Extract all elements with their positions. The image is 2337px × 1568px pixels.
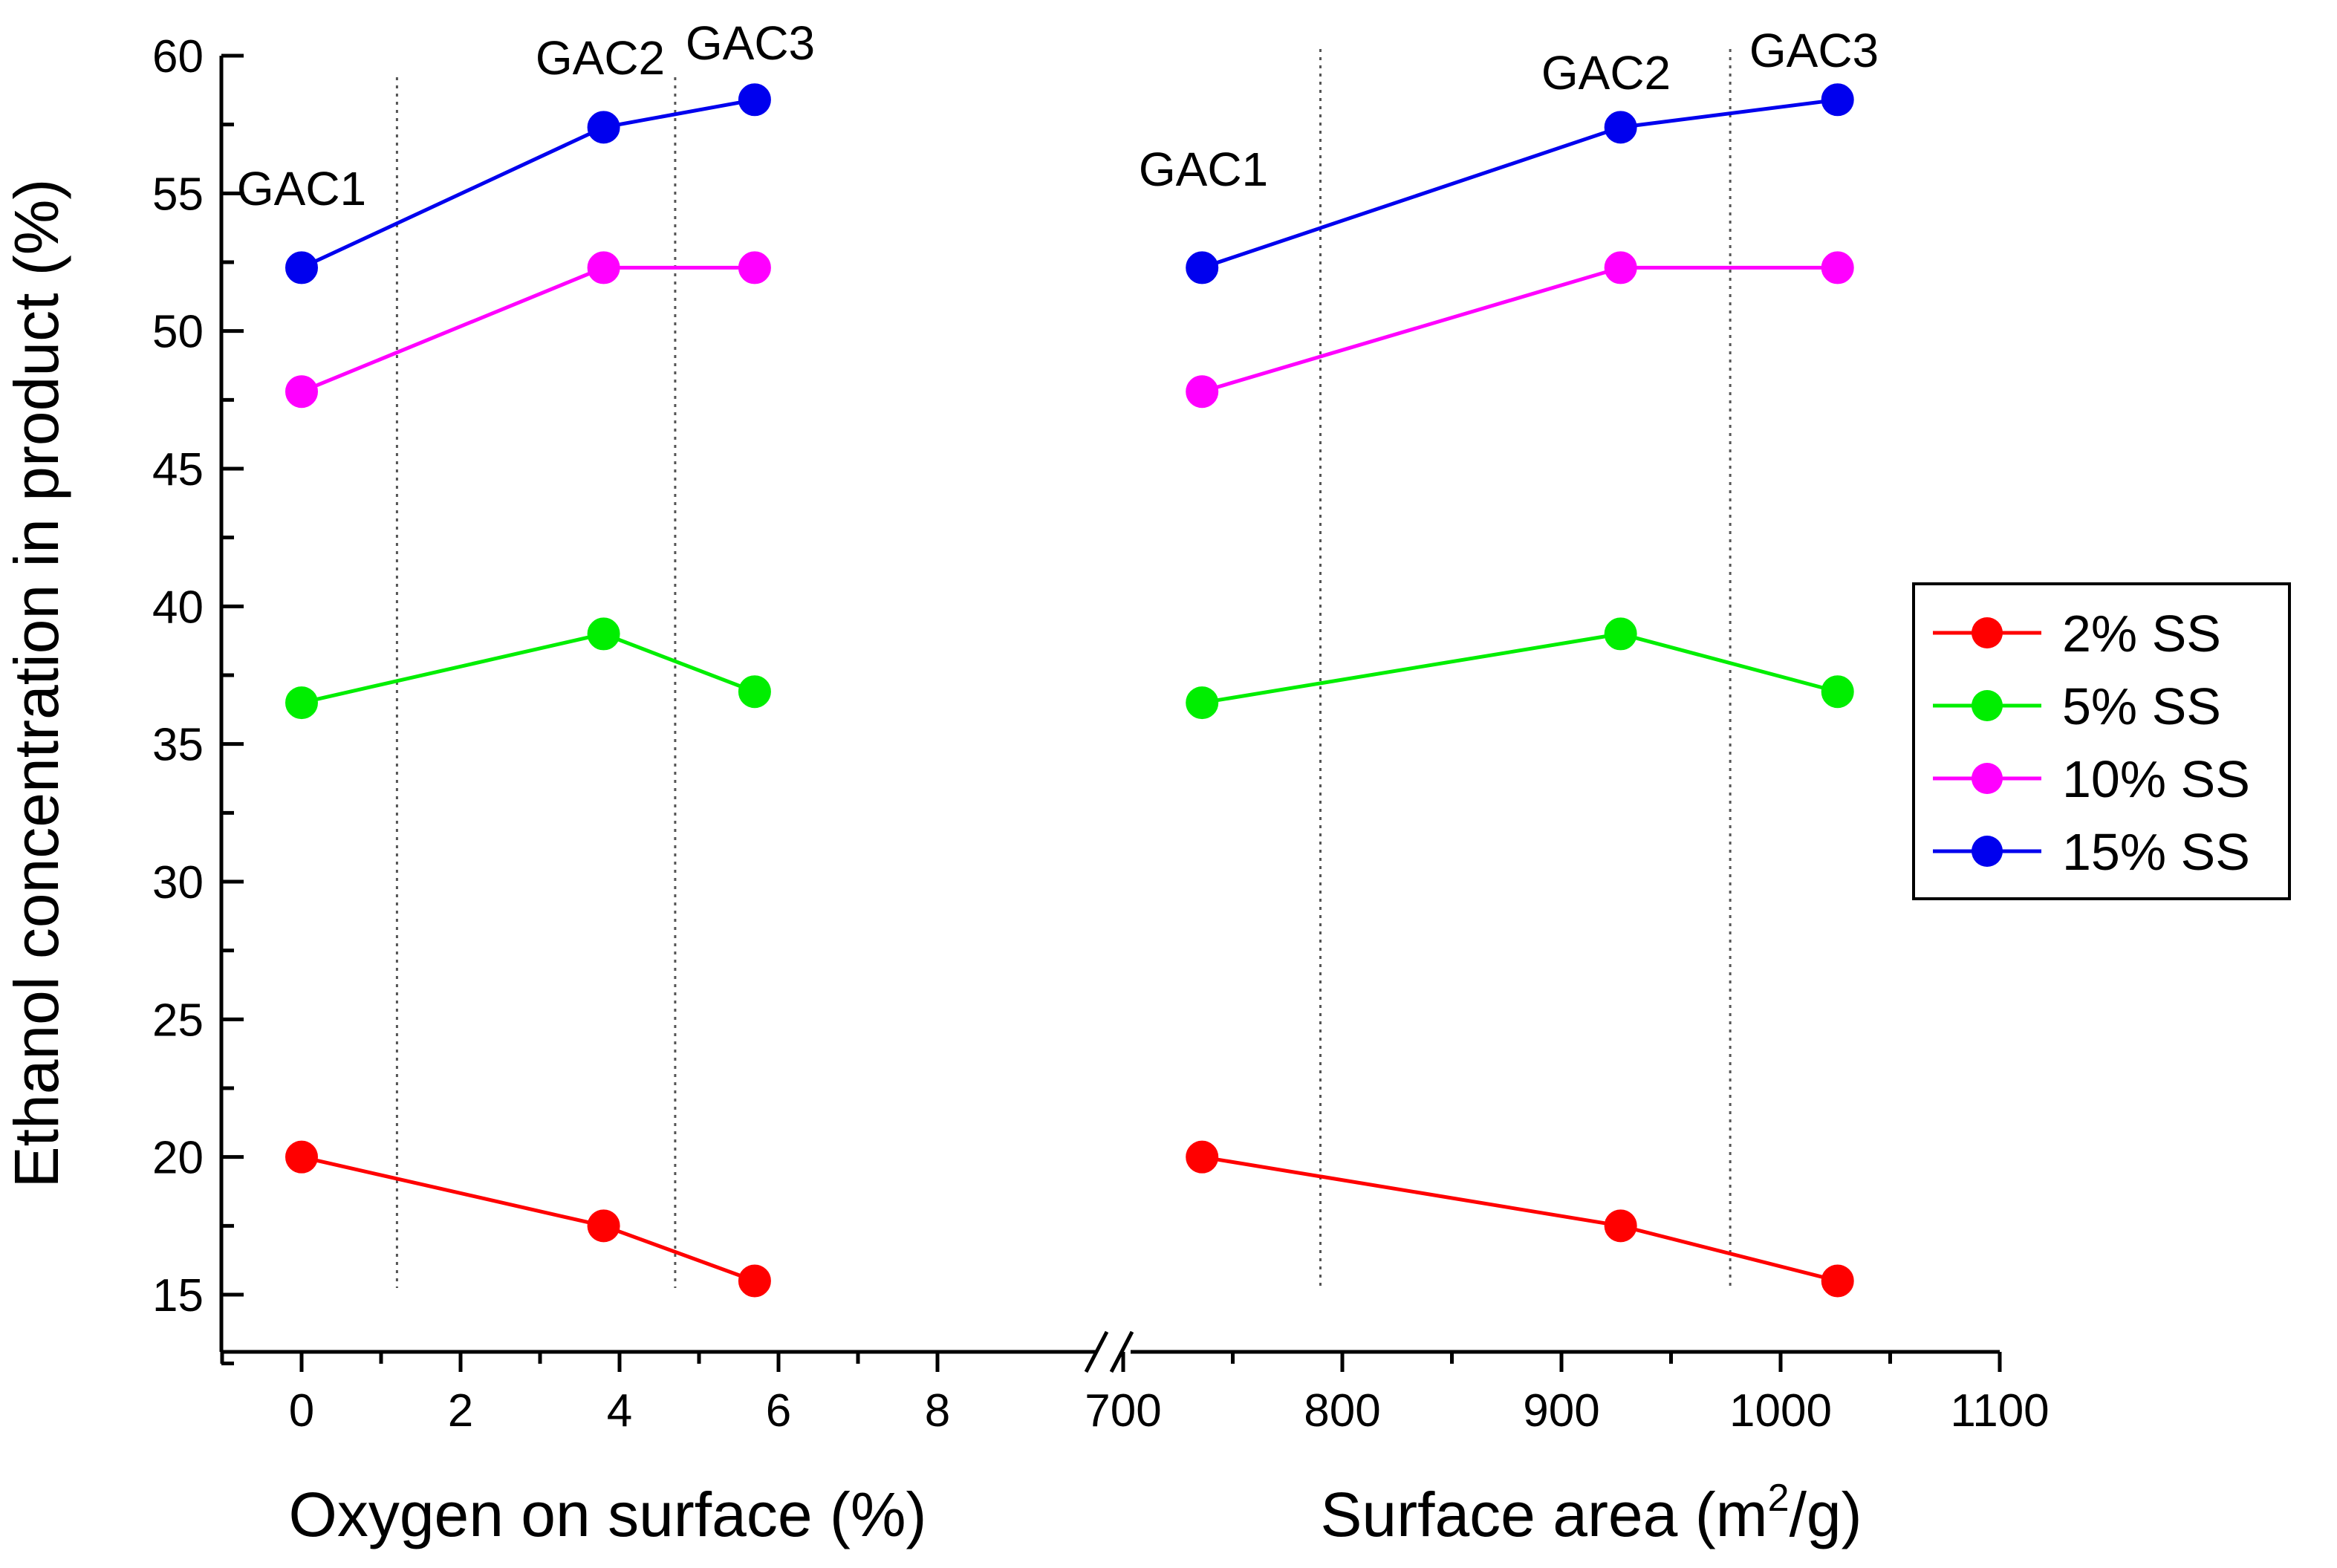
series-line-5-ss xyxy=(1201,631,1839,705)
legend-label-2-ss: 2% SS xyxy=(2062,605,2221,663)
x-tick-label: 1100 xyxy=(1950,1385,2049,1437)
y-tick-label: 25 xyxy=(152,995,204,1046)
data-point-5-ss xyxy=(1186,686,1219,720)
x-axis-title: Surface area (m2/g) xyxy=(1320,1477,1862,1549)
data-point-5-ss xyxy=(1604,617,1637,651)
axis-break-mark xyxy=(1084,1330,1109,1373)
point-label-gac2: GAC2 xyxy=(536,31,665,85)
y-tick-label: 45 xyxy=(152,444,204,495)
legend-marker-10-ss xyxy=(1972,763,2003,794)
x-tick-label: 6 xyxy=(766,1385,791,1437)
series-line-10-ss xyxy=(301,265,755,394)
x-tick-label: 900 xyxy=(1523,1385,1599,1437)
y-axis-title: Ethanol concentration in product (%) xyxy=(1,179,71,1188)
legend-label-10-ss: 10% SS xyxy=(2062,750,2250,808)
x-tick-label: 8 xyxy=(925,1385,950,1437)
legend-marker-2-ss xyxy=(1972,617,2003,648)
x-tick-label: 4 xyxy=(607,1385,632,1437)
y-tick-label: 30 xyxy=(152,857,204,908)
x-tick-label: 2 xyxy=(448,1385,473,1437)
data-point-10-ss xyxy=(738,251,771,284)
data-point-2-ss xyxy=(738,1264,771,1298)
data-point-10-ss xyxy=(1821,251,1854,284)
x-tick-label: 700 xyxy=(1085,1385,1161,1437)
legend-label-15-ss: 15% SS xyxy=(2062,823,2250,881)
x-axis-title: Oxygen on surface (%) xyxy=(288,1480,926,1549)
point-label-gac3: GAC3 xyxy=(1749,24,1879,77)
legend-marker-5-ss xyxy=(1972,690,2003,721)
data-point-15-ss xyxy=(738,83,771,117)
legend-marker-15-ss xyxy=(1972,836,2003,867)
series-layer xyxy=(285,83,1854,1298)
y-tick-label: 50 xyxy=(152,307,204,358)
point-labels: GAC1 GAC2 GAC3 GAC1 GAC2 GAC3 xyxy=(237,16,1879,215)
x-tick-label: 800 xyxy=(1304,1385,1380,1437)
legend: 2% SS 5% SS 10% SS 15% SS xyxy=(1912,582,2291,900)
data-point-10-ss xyxy=(285,375,318,409)
data-point-10-ss xyxy=(587,251,620,284)
x-axis-title-part: Surface area (m xyxy=(1320,1480,1767,1549)
axes: 15 20 25 30 35 40 45 50 55 60 0 2 4 6 8 700 800 900 1000 11… xyxy=(152,31,2050,1549)
data-point-15-ss xyxy=(1821,83,1854,117)
series-line-15-ss xyxy=(1201,97,1839,270)
data-point-5-ss xyxy=(587,617,620,651)
x-axis-title-superscript: 2 xyxy=(1768,1477,1790,1520)
data-point-2-ss xyxy=(1186,1140,1219,1174)
y-tick-label: 40 xyxy=(152,582,204,633)
legend-label-5-ss: 5% SS xyxy=(2062,677,2221,735)
data-point-2-ss xyxy=(587,1209,620,1243)
data-point-2-ss xyxy=(1821,1264,1854,1298)
data-point-10-ss xyxy=(1186,375,1219,409)
data-point-15-ss xyxy=(285,251,318,284)
data-point-15-ss xyxy=(1604,111,1637,144)
y-tick-label: 35 xyxy=(152,720,204,771)
data-point-5-ss xyxy=(1821,675,1854,709)
data-point-15-ss xyxy=(587,111,620,144)
x-tick-label: 1000 xyxy=(1729,1385,1832,1437)
data-point-5-ss xyxy=(738,675,771,709)
series-line-2-ss xyxy=(1201,1155,1839,1283)
dividers xyxy=(395,49,1732,1288)
series-line-5-ss xyxy=(301,631,755,705)
y-tick-label: 20 xyxy=(152,1133,204,1184)
data-point-2-ss xyxy=(285,1140,318,1174)
y-tick-label: 55 xyxy=(152,169,204,220)
series-line-10-ss xyxy=(1201,265,1838,394)
y-tick-label: 60 xyxy=(152,31,204,82)
data-point-5-ss xyxy=(285,686,318,720)
point-label-gac3: GAC3 xyxy=(686,16,815,70)
point-label-gac1: GAC1 xyxy=(237,162,366,215)
data-point-15-ss xyxy=(1186,251,1219,284)
series-line-15-ss xyxy=(300,97,755,270)
data-point-2-ss xyxy=(1604,1209,1637,1243)
y-tick-label: 15 xyxy=(152,1270,204,1321)
data-point-10-ss xyxy=(1604,251,1637,284)
x-axis-title-part: /g) xyxy=(1790,1480,1862,1549)
x-tick-label: 0 xyxy=(289,1385,314,1437)
point-label-gac2: GAC2 xyxy=(1541,46,1671,100)
point-label-gac1: GAC1 xyxy=(1139,143,1268,196)
series-line-2-ss xyxy=(301,1155,755,1283)
